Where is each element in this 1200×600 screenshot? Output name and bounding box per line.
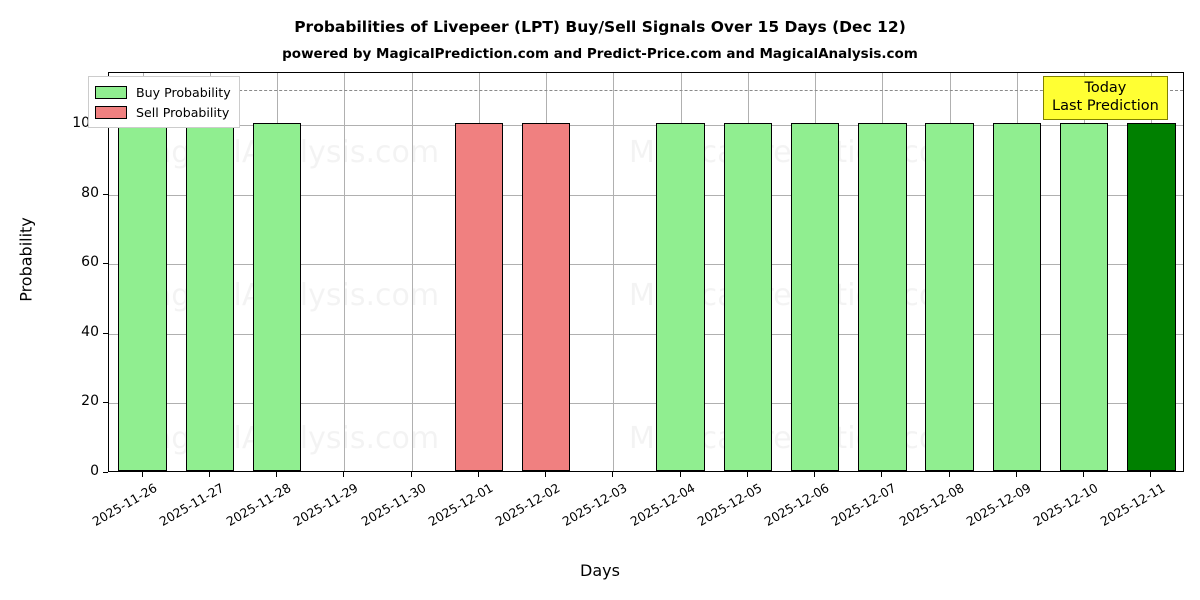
bar-sell[interactable] <box>521 123 571 471</box>
x-tick-mark <box>545 472 547 477</box>
y-tick-mark <box>103 332 108 334</box>
x-tick-mark <box>948 472 950 477</box>
y-tick-label: 20 <box>81 393 99 410</box>
gridline-vertical <box>613 73 615 471</box>
y-tick-label: 80 <box>81 184 99 201</box>
gridline-vertical <box>344 73 346 471</box>
x-tick-mark <box>1083 472 1085 477</box>
bar-buy[interactable] <box>925 123 974 471</box>
y-tick-mark <box>103 193 108 195</box>
y-tick-mark <box>103 263 108 265</box>
bar-sell[interactable] <box>454 123 504 471</box>
today-annotation-line2: Last Prediction <box>1052 97 1159 114</box>
legend-item-sell[interactable]: Sell Probability <box>95 102 231 122</box>
bar-buy[interactable] <box>118 123 167 471</box>
x-tick-mark <box>814 472 816 477</box>
y-tick-mark <box>103 402 108 404</box>
x-tick-mark <box>1150 472 1152 477</box>
gridline-horizontal <box>109 403 1183 405</box>
x-tick-mark <box>141 472 143 477</box>
x-tick-mark <box>343 472 345 477</box>
bar-buy[interactable] <box>723 123 773 471</box>
x-tick-mark <box>1015 472 1017 477</box>
x-tick-mark <box>881 472 883 477</box>
legend-swatch <box>95 85 127 99</box>
bar-buy[interactable] <box>185 123 235 471</box>
legend[interactable]: Buy Probability Sell Probability <box>88 76 240 128</box>
bar-today[interactable] <box>1127 123 1176 471</box>
threshold-dashed-line <box>109 90 1183 92</box>
bar-buy[interactable] <box>992 123 1042 471</box>
y-axis-label: Probability <box>16 217 36 302</box>
x-tick-mark <box>746 472 748 477</box>
today-annotation-line1: Today <box>1084 80 1127 96</box>
bar-buy[interactable] <box>656 123 705 471</box>
x-tick-mark <box>276 472 278 477</box>
y-tick-label: 40 <box>81 323 99 340</box>
x-tick-mark <box>679 472 681 477</box>
gridline-horizontal <box>109 125 1183 127</box>
y-tick-label: 0 <box>90 463 99 479</box>
bar-buy[interactable] <box>252 123 302 471</box>
legend-label: Sell Probability <box>136 104 230 120</box>
gridline-horizontal <box>109 333 1183 335</box>
chart-title: Probabilities of Livepeer (LPT) Buy/Sell… <box>294 18 906 36</box>
gridline-vertical <box>411 73 413 471</box>
x-tick-mark <box>477 472 479 477</box>
today-annotation: Today Last Prediction <box>1043 76 1168 121</box>
legend-swatch <box>95 105 127 119</box>
bar-buy[interactable] <box>1059 123 1109 471</box>
gridline-horizontal <box>109 264 1183 266</box>
legend-item-buy[interactable]: Buy Probability <box>95 82 231 102</box>
gridline-horizontal <box>109 194 1183 196</box>
plot-area: MagicalAnalysis.comMagicalPrediction.com… <box>108 72 1184 472</box>
legend-label: Buy Probability <box>136 84 231 100</box>
y-tick-label: 60 <box>81 254 99 271</box>
x-tick-mark <box>612 472 614 477</box>
bar-buy[interactable] <box>858 123 907 471</box>
x-tick-mark <box>410 472 412 477</box>
x-tick-mark <box>208 472 210 477</box>
y-tick-mark <box>103 472 108 473</box>
x-axis-label: Days <box>580 561 620 580</box>
chart-subtitle: powered by MagicalPrediction.com and Pre… <box>282 46 918 62</box>
bar-buy[interactable] <box>790 123 840 471</box>
